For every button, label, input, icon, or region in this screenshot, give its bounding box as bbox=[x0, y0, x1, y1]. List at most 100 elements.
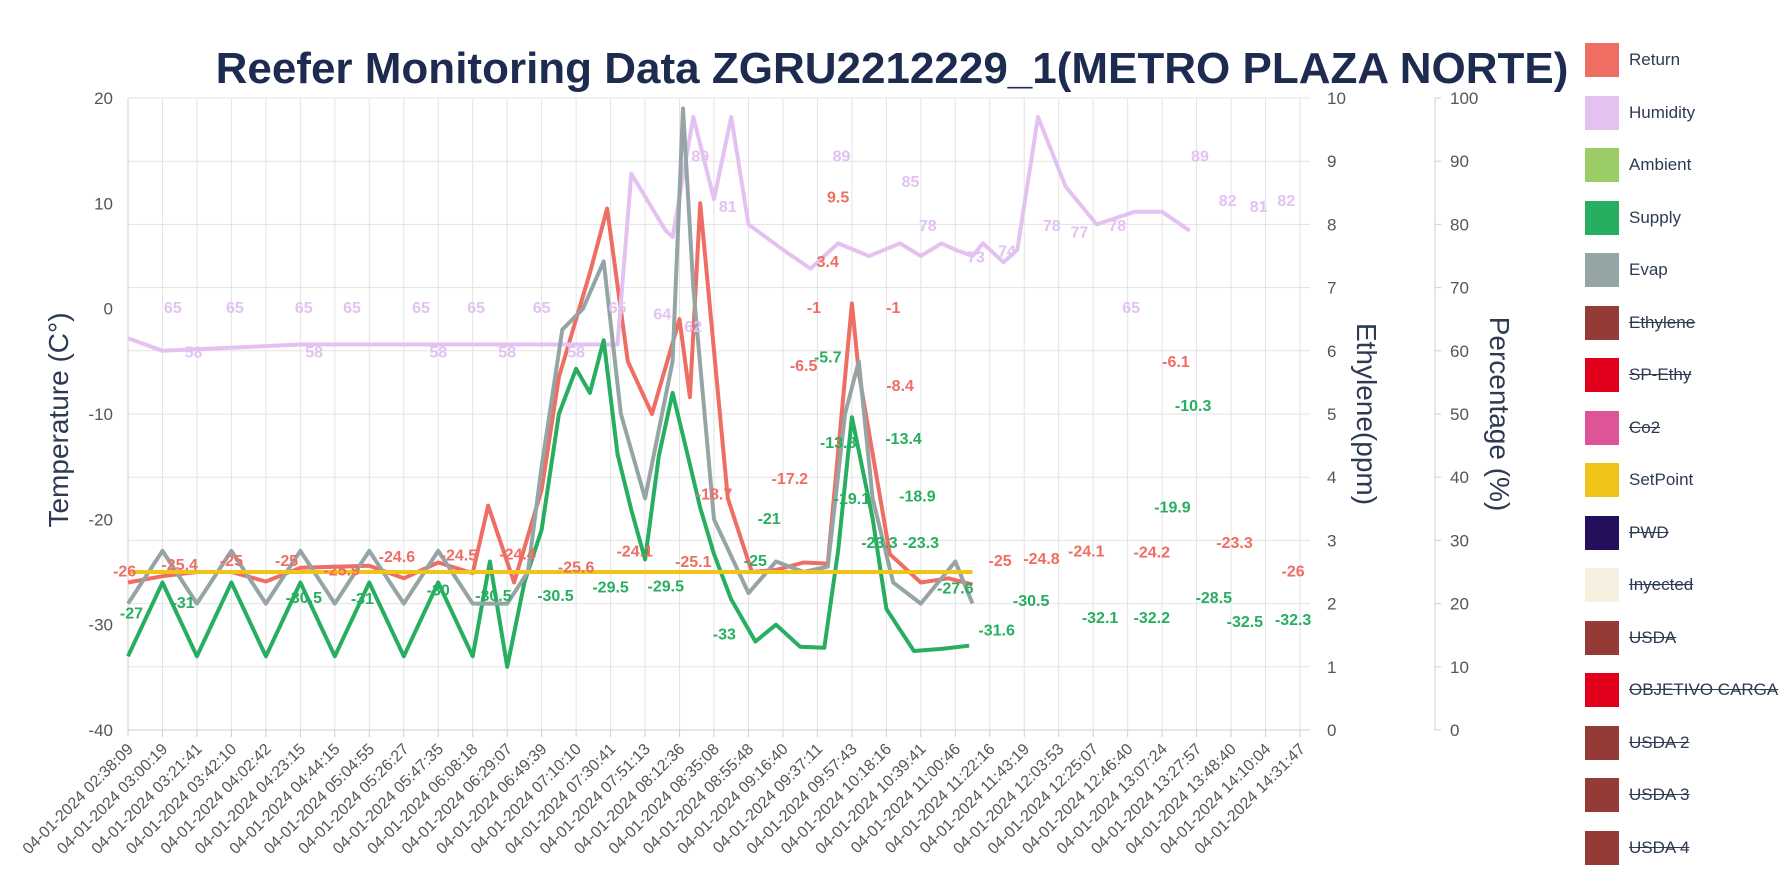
data-label-supply: -32.5 bbox=[1227, 614, 1264, 631]
legend-label: PWD bbox=[1629, 522, 1669, 542]
y-tick-label-percentage: 90 bbox=[1450, 152, 1469, 171]
data-label-return: -6.1 bbox=[1162, 354, 1190, 371]
legend-label: Ethylene bbox=[1629, 312, 1696, 332]
data-label-humidity: 82 bbox=[1219, 193, 1237, 210]
chart-legend: Return Humidity Ambient Supply Evap Ethylene S… bbox=[1585, 34, 1789, 874]
legend-item-sp-ethy[interactable]: SP-Ethy bbox=[1585, 349, 1789, 402]
y-tick-label-percentage: 0 bbox=[1450, 721, 1459, 740]
legend-label: USDA 4 bbox=[1629, 837, 1690, 857]
data-label-return: -25.6 bbox=[558, 559, 595, 576]
data-label-humidity: 74 bbox=[998, 243, 1016, 260]
legend-item-return[interactable]: Return bbox=[1585, 34, 1789, 87]
legend-item-inyected[interactable]: Inyected bbox=[1585, 559, 1789, 612]
data-label-supply: -30.5 bbox=[537, 588, 574, 605]
legend-swatch bbox=[1585, 305, 1619, 340]
y-tick-label-temperature: -40 bbox=[88, 721, 113, 740]
data-label-supply: -19.9 bbox=[1154, 499, 1191, 516]
legend-swatch bbox=[1585, 778, 1619, 813]
y-tick-label-ethylene: 0 bbox=[1327, 721, 1336, 740]
data-label-return: -24.1 bbox=[616, 544, 653, 561]
data-label-humidity: 65 bbox=[295, 300, 313, 317]
data-label-humidity: 78 bbox=[919, 218, 937, 235]
data-label-humidity: 89 bbox=[833, 149, 851, 166]
legend-swatch bbox=[1585, 358, 1619, 393]
chart-title: Reefer Monitoring Data ZGRU2212229_1(MET… bbox=[216, 44, 1569, 93]
data-label-humidity: 58 bbox=[429, 344, 447, 361]
y-tick-label-ethylene: 3 bbox=[1327, 531, 1336, 550]
legend-label: USDA 3 bbox=[1629, 785, 1690, 805]
legend-label: SP-Ethy bbox=[1629, 365, 1692, 385]
data-label-humidity: 65 bbox=[412, 300, 430, 317]
y-tick-label-ethylene: 8 bbox=[1327, 215, 1336, 234]
data-label-return: -25.4 bbox=[161, 557, 198, 574]
legend-item-pwd[interactable]: PWD bbox=[1585, 507, 1789, 560]
legend-label: USDA 2 bbox=[1629, 732, 1690, 752]
y-tick-label-temperature: 0 bbox=[104, 300, 113, 319]
data-label-supply: -32.2 bbox=[1134, 610, 1171, 627]
legend-swatch bbox=[1585, 568, 1619, 603]
legend-item-humidity[interactable]: Humidity bbox=[1585, 87, 1789, 140]
data-label-return: -1 bbox=[807, 300, 821, 317]
data-label-supply: -18.9 bbox=[899, 489, 936, 506]
data-label-humidity: 65 bbox=[164, 300, 182, 317]
legend-label: Evap bbox=[1629, 260, 1668, 280]
legend-item-usda-4[interactable]: USDA 4 bbox=[1585, 822, 1789, 875]
data-label-supply: -19.1 bbox=[834, 491, 871, 508]
data-label-return: -24.1 bbox=[1068, 544, 1105, 561]
data-label-supply: -30.5 bbox=[475, 588, 512, 605]
data-label-supply: -31 bbox=[351, 591, 374, 608]
data-label-return: -26 bbox=[1282, 564, 1305, 581]
y-tick-label-temperature: -20 bbox=[88, 510, 113, 529]
legend-swatch bbox=[1585, 515, 1619, 550]
legend-item-objetivo-carga[interactable]: OBJETIVO CARGA bbox=[1585, 664, 1789, 717]
y-tick-label-ethylene: 6 bbox=[1327, 342, 1336, 361]
legend-item-usda-2[interactable]: USDA 2 bbox=[1585, 717, 1789, 770]
data-label-supply: -30.5 bbox=[1013, 593, 1050, 610]
legend-item-usda-3[interactable]: USDA 3 bbox=[1585, 769, 1789, 822]
y-tick-label-ethylene: 2 bbox=[1327, 595, 1336, 614]
data-label-humidity: 64 bbox=[653, 307, 671, 324]
data-label-supply: -32.3 bbox=[1275, 612, 1312, 629]
y-tick-label-percentage: 60 bbox=[1450, 342, 1469, 361]
legend-item-ambient[interactable]: Ambient bbox=[1585, 139, 1789, 192]
y-tick-label-percentage: 40 bbox=[1450, 468, 1469, 487]
legend-item-evap[interactable]: Evap bbox=[1585, 244, 1789, 297]
data-label-humidity: 85 bbox=[902, 174, 920, 191]
data-label-return: -24.5 bbox=[441, 548, 478, 565]
y-tick-label-percentage: 70 bbox=[1450, 279, 1469, 298]
data-label-humidity: 65 bbox=[343, 300, 361, 317]
data-label-humidity: 58 bbox=[185, 344, 203, 361]
data-label-humidity: 82 bbox=[1277, 193, 1295, 210]
data-label-supply: -30 bbox=[427, 582, 450, 599]
legend-swatch bbox=[1585, 830, 1619, 865]
data-label-humidity: 65 bbox=[533, 300, 551, 317]
y-axis-title-ethylene: Ethylene(ppm) bbox=[1351, 323, 1382, 505]
legend-swatch bbox=[1585, 463, 1619, 498]
data-label-supply: -29.5 bbox=[648, 578, 685, 595]
data-label-return: -24.2 bbox=[1134, 545, 1171, 562]
legend-item-usda[interactable]: USDA bbox=[1585, 612, 1789, 665]
data-label-supply: -25 bbox=[744, 553, 767, 570]
data-label-supply: -23.3 bbox=[861, 535, 898, 552]
series-line-humidity bbox=[127, 115, 1191, 353]
data-label-humidity: 65 bbox=[1122, 300, 1140, 317]
data-label-return: -6.5 bbox=[790, 358, 818, 375]
data-label-humidity: 81 bbox=[1250, 199, 1268, 216]
data-label-return: -23.3 bbox=[1216, 535, 1253, 552]
y-axis-title-temperature: Temperature (C°) bbox=[43, 312, 74, 527]
data-label-humidity: 78 bbox=[1108, 218, 1126, 235]
y-tick-label-ethylene: 1 bbox=[1327, 658, 1336, 677]
legend-item-co2[interactable]: Co2 bbox=[1585, 402, 1789, 455]
legend-item-supply[interactable]: Supply bbox=[1585, 192, 1789, 245]
legend-item-setpoint[interactable]: SetPoint bbox=[1585, 454, 1789, 507]
series-line-supply bbox=[126, 338, 970, 669]
data-label-supply: -21 bbox=[758, 511, 781, 528]
legend-swatch bbox=[1585, 725, 1619, 760]
data-label-return: -17.2 bbox=[772, 471, 809, 488]
data-label-supply: -27 bbox=[120, 606, 143, 623]
y-tick-label-percentage: 10 bbox=[1450, 658, 1469, 677]
data-label-return: 3.4 bbox=[817, 254, 839, 271]
data-label-return: -26 bbox=[113, 564, 136, 581]
legend-item-ethylene[interactable]: Ethylene bbox=[1585, 297, 1789, 350]
